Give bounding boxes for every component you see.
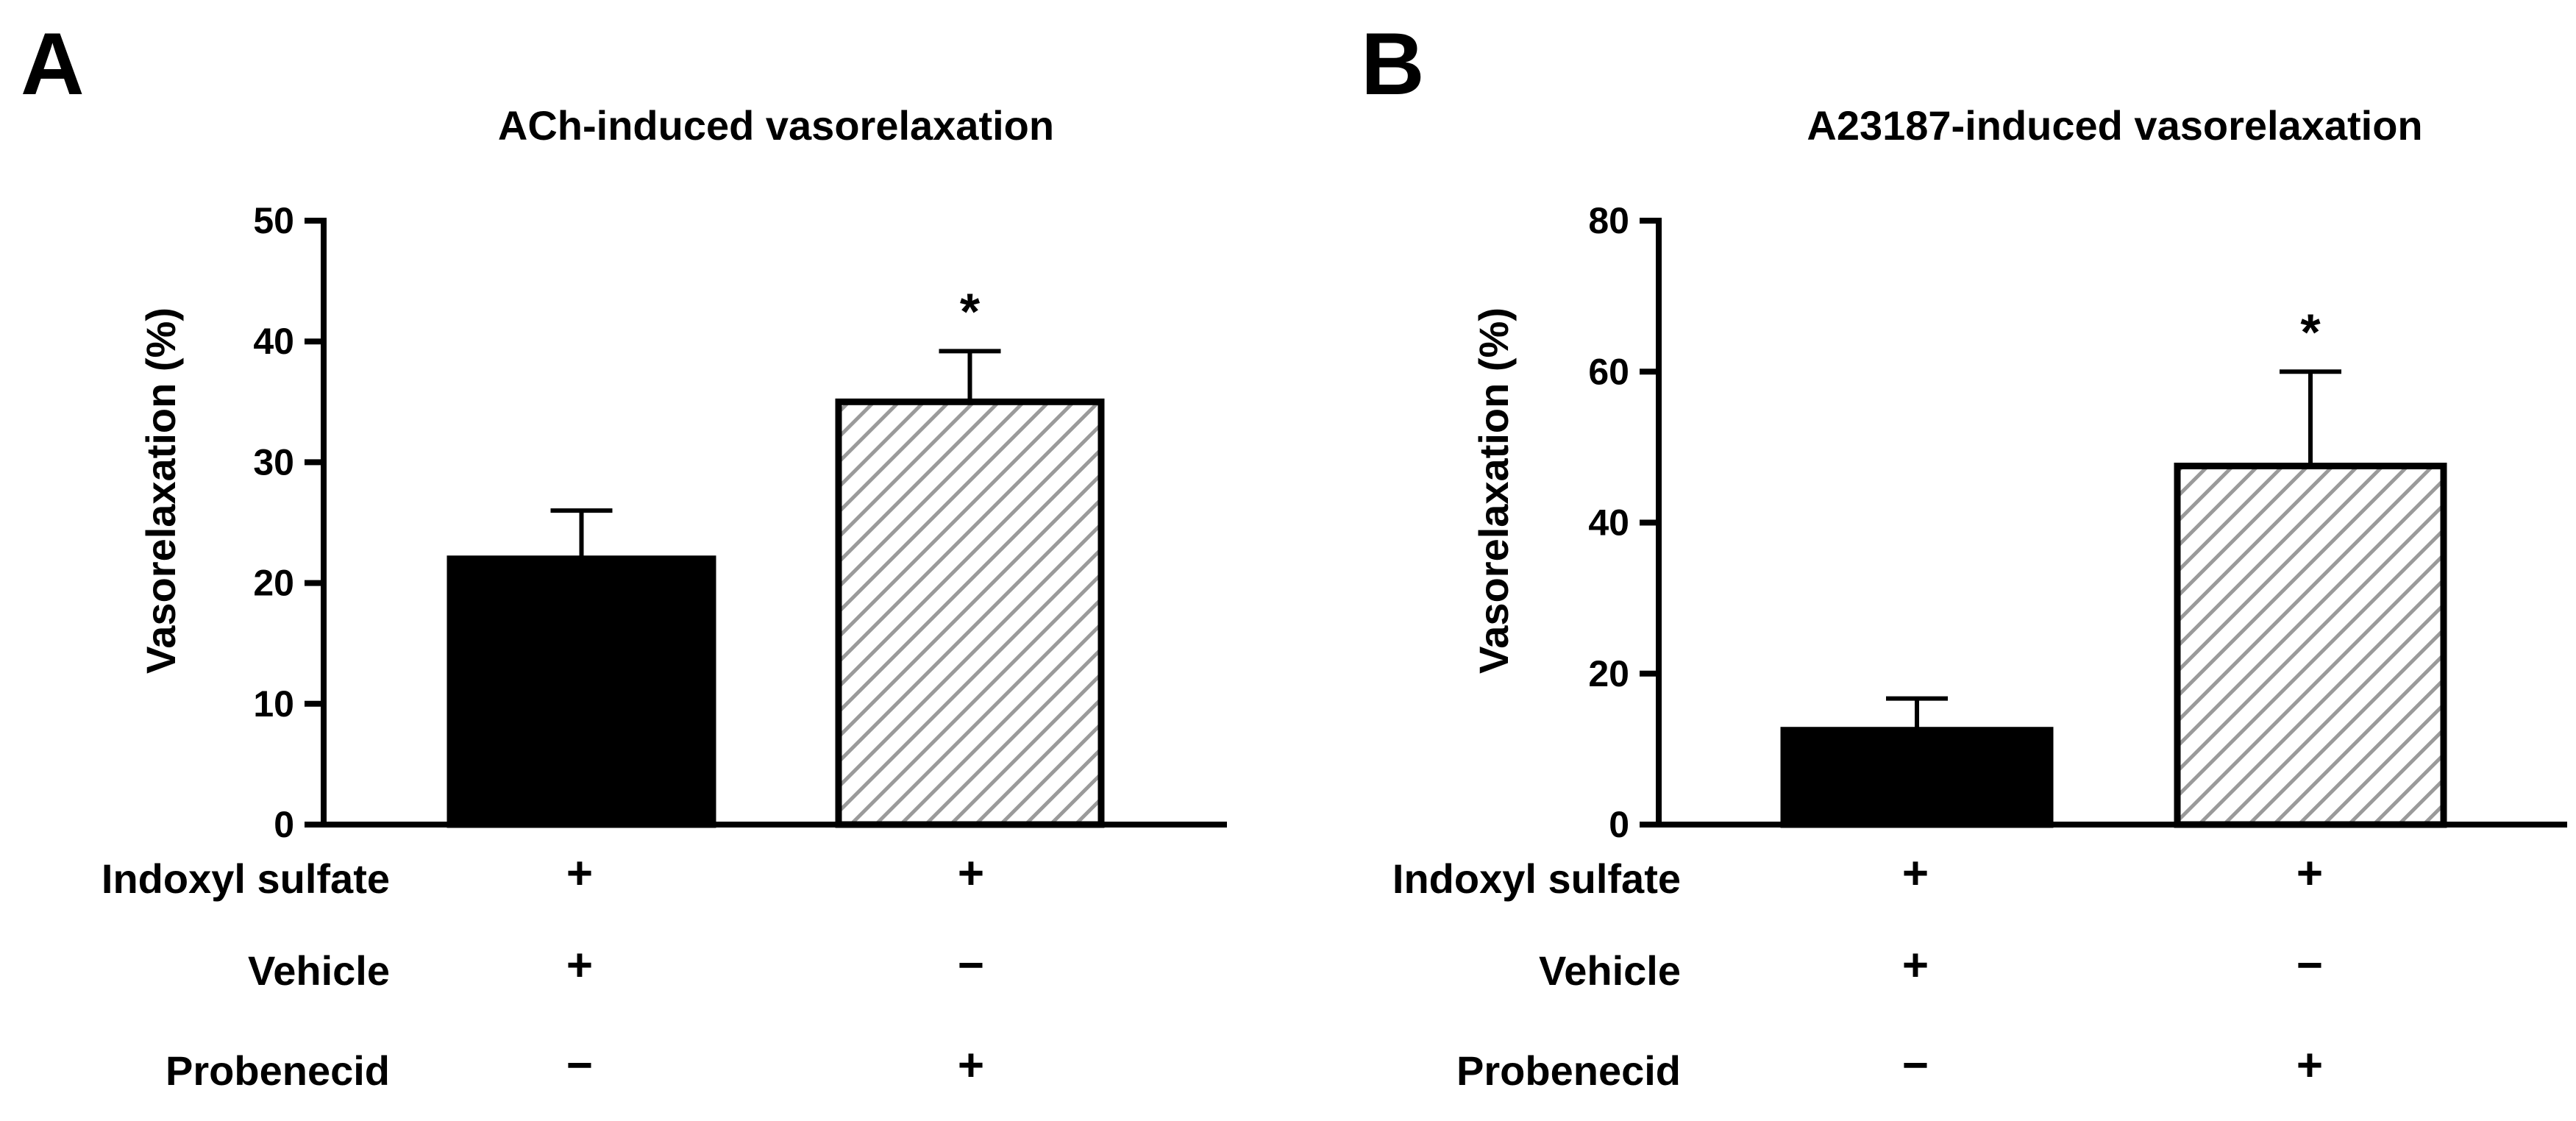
y-axis-label: Vasorelaxation (%) bbox=[138, 307, 184, 674]
y-tick-label: 0 bbox=[274, 804, 294, 845]
condition-symbol: + bbox=[566, 848, 593, 899]
condition-symbol: − bbox=[566, 1040, 593, 1091]
significance-marker: * bbox=[2300, 303, 2321, 360]
bar bbox=[2174, 463, 2447, 828]
significance-marker: * bbox=[960, 282, 981, 340]
y-tick-label: 10 bbox=[253, 683, 294, 725]
axes bbox=[321, 218, 1227, 828]
condition-label: Probenecid bbox=[166, 1047, 390, 1094]
bars: * bbox=[1780, 303, 2447, 828]
condition-symbol: − bbox=[1902, 1040, 1929, 1091]
y-axis-ticks: 0 20 40 60 80 bbox=[1588, 200, 1659, 845]
condition-symbol: + bbox=[958, 848, 984, 899]
y-tick-label: 60 bbox=[1588, 351, 1629, 392]
condition-label: Vehicle bbox=[248, 947, 390, 994]
condition-table: Indoxyl sulfate + + Vehicle + − Probenecid − + bbox=[1392, 848, 2323, 1094]
condition-symbol: + bbox=[1902, 940, 1929, 991]
axes bbox=[1656, 218, 2567, 828]
condition-symbol: − bbox=[2296, 940, 2323, 991]
chart-title: ACh-induced vasorelaxation bbox=[498, 102, 1054, 149]
bar bbox=[835, 398, 1105, 828]
condition-symbol: − bbox=[958, 940, 984, 991]
y-axis-label: Vasorelaxation (%) bbox=[1470, 307, 1517, 674]
condition-symbol: + bbox=[2296, 1040, 2323, 1091]
panel-a: A ACh-induced vasorelaxation Vasorelaxat… bbox=[21, 15, 1227, 1094]
condition-symbol: + bbox=[1902, 848, 1929, 899]
bar bbox=[446, 555, 716, 828]
bar bbox=[1780, 727, 2054, 828]
condition-label: Indoxyl sulfate bbox=[102, 855, 390, 902]
condition-table: Indoxyl sulfate + + Vehicle + − Probenecid − + bbox=[102, 848, 984, 1094]
panel-b: B A23187-induced vasorelaxation Vasorela… bbox=[1361, 15, 2567, 1094]
y-tick-label: 0 bbox=[1609, 804, 1629, 845]
y-tick-label: 80 bbox=[1588, 200, 1629, 241]
y-tick-label: 40 bbox=[1588, 502, 1629, 544]
condition-label: Indoxyl sulfate bbox=[1392, 855, 1681, 902]
bars: * bbox=[446, 282, 1105, 828]
condition-label: Probenecid bbox=[1456, 1047, 1681, 1094]
condition-symbol: + bbox=[958, 1040, 984, 1091]
y-tick-label: 20 bbox=[253, 563, 294, 604]
panel-letter: A bbox=[21, 15, 85, 113]
y-tick-label: 20 bbox=[1588, 653, 1629, 694]
chart-title: A23187-induced vasorelaxation bbox=[1807, 102, 2422, 149]
condition-label: Vehicle bbox=[1539, 947, 1681, 994]
y-tick-label: 50 bbox=[253, 200, 294, 241]
y-tick-label: 40 bbox=[253, 321, 294, 362]
y-tick-label: 30 bbox=[253, 441, 294, 483]
panel-letter: B bbox=[1361, 15, 1425, 113]
condition-symbol: + bbox=[2296, 848, 2323, 899]
condition-symbol: + bbox=[566, 940, 593, 991]
y-axis-ticks: 0 10 20 30 40 50 bbox=[253, 200, 324, 845]
